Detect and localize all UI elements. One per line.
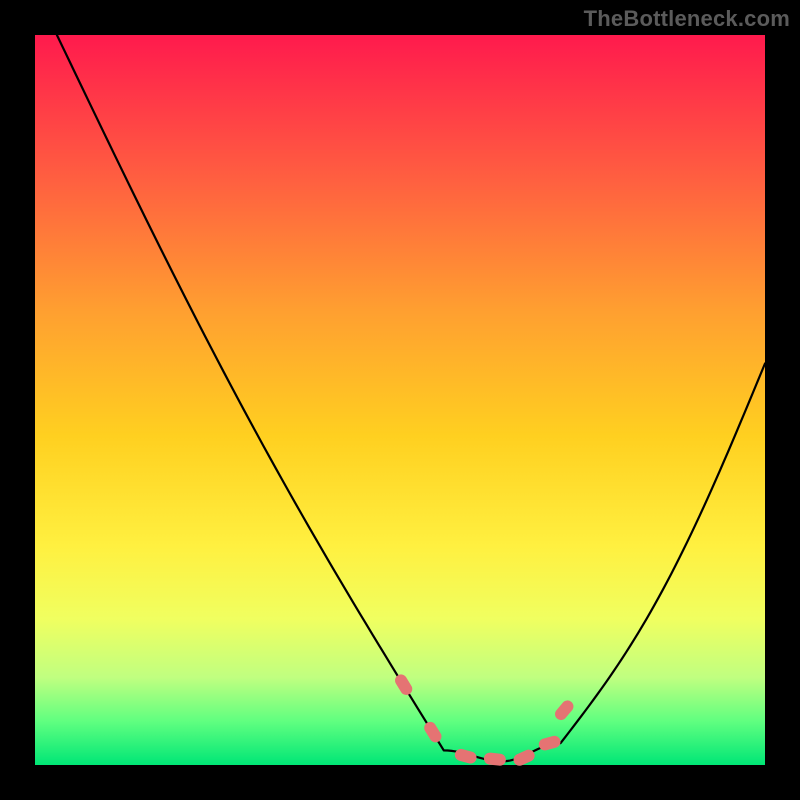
watermark-text: TheBottleneck.com [584, 6, 790, 32]
bottleneck-chart [0, 0, 800, 800]
plot-area-gradient [35, 35, 765, 765]
